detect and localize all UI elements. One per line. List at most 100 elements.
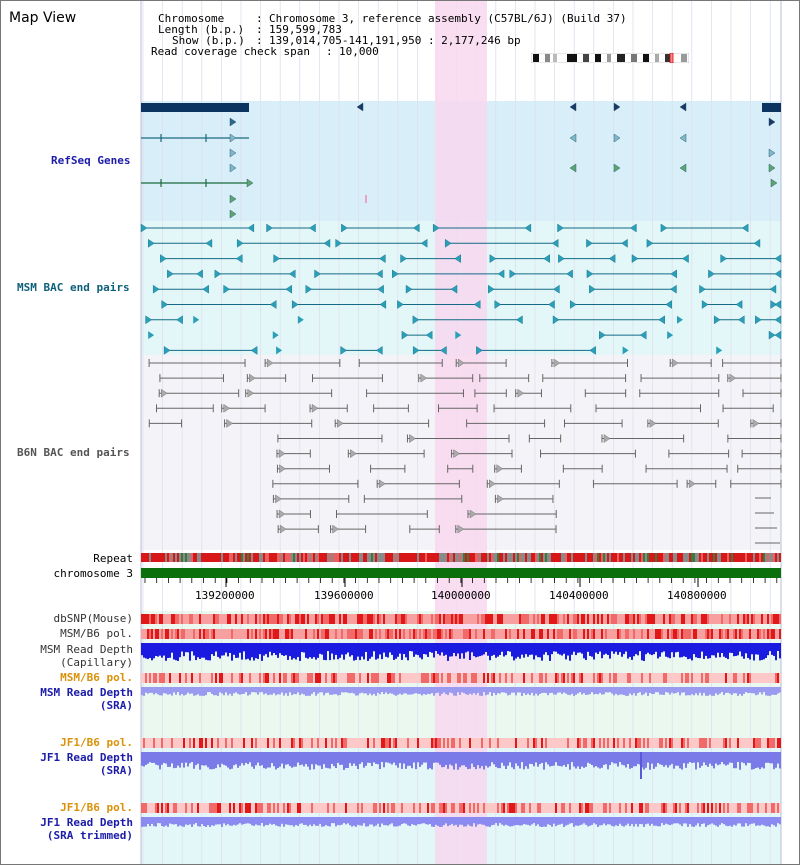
bac-end[interactable]	[279, 524, 287, 534]
bac-end[interactable]	[729, 373, 737, 383]
bac-end[interactable]	[667, 331, 674, 340]
bac-end[interactable]	[774, 330, 782, 340]
bac-end[interactable]	[548, 300, 555, 309]
bac-end[interactable]	[341, 223, 348, 233]
gene-arrow[interactable]	[569, 133, 577, 143]
track-label-jf1-b6-pol[interactable]: JF1/B6 pol.	[60, 736, 133, 749]
bac-end[interactable]	[557, 223, 564, 233]
gene-arrow[interactable]	[613, 102, 621, 112]
bac-end[interactable]	[140, 223, 148, 233]
bac-end[interactable]	[670, 269, 677, 279]
bac-end[interactable]	[285, 284, 292, 294]
track-label-jf1-b6-pol-2[interactable]: JF1/B6 pol.	[60, 801, 133, 814]
bac-end[interactable]	[235, 254, 243, 263]
bac-end[interactable]	[699, 284, 706, 294]
bac-end[interactable]	[450, 284, 458, 294]
track-label-msm-depth-sra[interactable]: MSM Read Depth	[40, 686, 133, 699]
bac-end[interactable]	[720, 254, 727, 263]
gene-arrow[interactable]	[229, 148, 237, 158]
bac-end[interactable]	[332, 524, 339, 534]
bac-end[interactable]	[305, 284, 313, 294]
bac-end[interactable]	[553, 358, 561, 368]
bac-end[interactable]	[214, 269, 222, 279]
bac-end[interactable]	[735, 300, 743, 309]
bac-end[interactable]	[589, 284, 596, 294]
gene-arrow[interactable]	[569, 163, 577, 173]
bac-end[interactable]	[420, 238, 428, 248]
bac-end[interactable]	[517, 388, 525, 398]
bac-end[interactable]	[412, 346, 420, 355]
bac-end[interactable]	[376, 269, 383, 279]
bac-end[interactable]	[247, 223, 255, 233]
bac-end[interactable]	[497, 269, 505, 279]
bac-end[interactable]	[249, 373, 256, 383]
bac-end[interactable]	[397, 300, 404, 309]
gene-arrow[interactable]	[246, 178, 254, 188]
bac-end[interactable]	[630, 223, 637, 233]
bac-end[interactable]	[516, 315, 523, 325]
bac-end[interactable]	[453, 449, 460, 458]
bac-end[interactable]	[665, 300, 672, 309]
bac-end[interactable]	[589, 346, 596, 355]
gene-arrow[interactable]	[229, 194, 237, 204]
bac-end[interactable]	[376, 346, 383, 355]
gene-block[interactable]	[762, 103, 781, 112]
gene-arrow[interactable]	[613, 163, 621, 173]
bac-end[interactable]	[193, 315, 200, 324]
bac-end[interactable]	[469, 509, 477, 519]
gene-arrow[interactable]	[356, 102, 364, 112]
bac-end[interactable]	[774, 269, 782, 279]
bac-end[interactable]	[701, 300, 709, 309]
bac-end[interactable]	[409, 434, 416, 443]
bac-end[interactable]	[676, 315, 683, 324]
track-label-jf1-depth-trimmed[interactable]: JF1 Read Depth	[40, 816, 133, 829]
bac-end[interactable]	[379, 300, 387, 309]
bac-end[interactable]	[660, 223, 668, 233]
bac-end[interactable]	[152, 284, 160, 294]
bac-end[interactable]	[494, 300, 502, 309]
bac-end[interactable]	[509, 269, 517, 279]
bac-end[interactable]	[558, 254, 565, 263]
bac-end[interactable]	[774, 315, 782, 325]
gene-arrow[interactable]	[768, 163, 776, 173]
bac-end[interactable]	[658, 315, 665, 325]
chromosome-ideogram[interactable]	[531, 53, 689, 63]
track-label-jf1-depth-sra[interactable]: JF1 Read Depth	[40, 751, 133, 764]
gene-arrow[interactable]	[569, 102, 577, 112]
bac-end[interactable]	[279, 464, 286, 474]
bac-end[interactable]	[226, 419, 233, 428]
bac-end[interactable]	[412, 315, 420, 325]
bac-end[interactable]	[566, 269, 573, 279]
bac-end[interactable]	[400, 254, 407, 263]
gene-arrow[interactable]	[679, 102, 687, 112]
bac-end[interactable]	[708, 269, 715, 279]
bac-end[interactable]	[552, 315, 560, 325]
bac-end[interactable]	[297, 315, 304, 324]
bac-end[interactable]	[392, 269, 399, 279]
bac-end[interactable]	[176, 315, 183, 325]
bac-end[interactable]	[646, 238, 654, 248]
bac-end[interactable]	[496, 464, 504, 474]
bac-end[interactable]	[774, 254, 782, 263]
bac-end[interactable]	[489, 479, 496, 489]
bac-end[interactable]	[688, 479, 696, 489]
bac-end[interactable]	[160, 254, 167, 263]
bac-end[interactable]	[473, 300, 481, 309]
bac-end[interactable]	[553, 284, 560, 294]
gene-arrow[interactable]	[768, 117, 776, 127]
bac-end[interactable]	[649, 419, 657, 428]
bac-end[interactable]	[769, 284, 777, 294]
gene-block[interactable]	[141, 103, 249, 112]
bac-end[interactable]	[272, 331, 279, 340]
bac-end[interactable]	[682, 254, 689, 263]
bac-end[interactable]	[405, 284, 413, 294]
gene-arrow[interactable]	[679, 163, 687, 173]
bac-end[interactable]	[250, 346, 258, 355]
track-label-repeat[interactable]: Repeat	[93, 552, 133, 565]
bac-end[interactable]	[770, 300, 778, 309]
bac-end[interactable]	[379, 254, 386, 263]
bac-end[interactable]	[276, 346, 283, 355]
track-label-msm-bac[interactable]: MSM BAC end pairs	[17, 281, 130, 294]
bac-end[interactable]	[350, 449, 357, 458]
bac-end[interactable]	[401, 330, 409, 340]
